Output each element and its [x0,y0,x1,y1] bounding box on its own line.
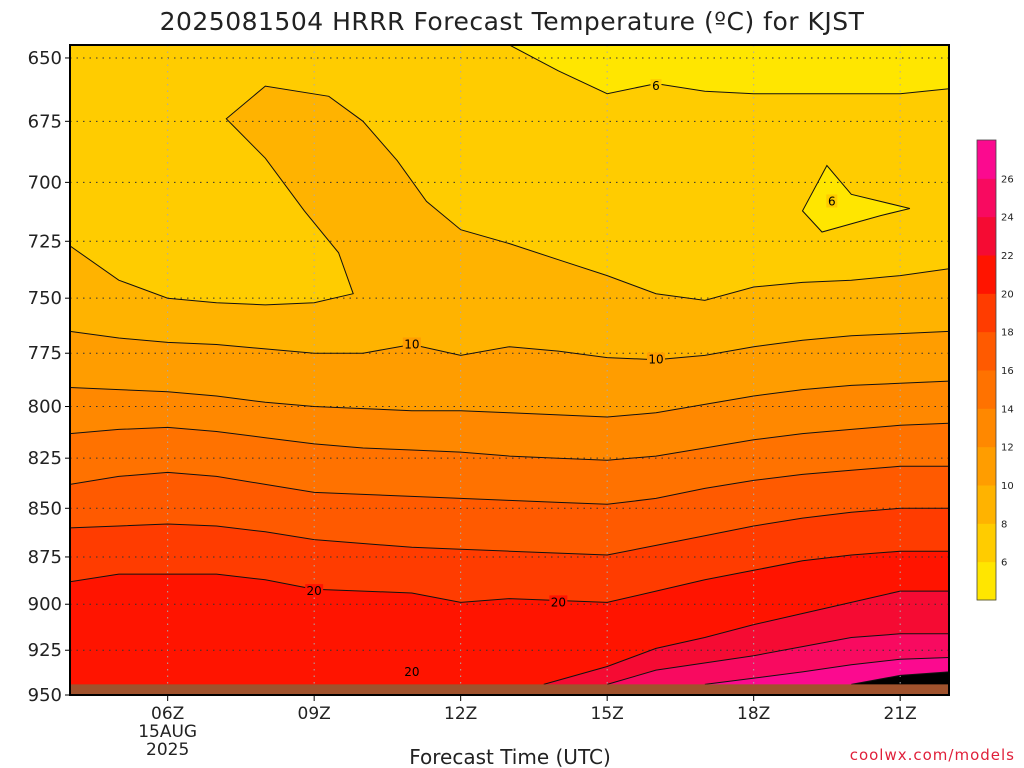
x-tick-label-09Z: 09Z [298,704,331,724]
colorbar-tick-18: 18 [1001,328,1014,339]
isotherm-label-4: 20 [307,584,322,598]
colorbar-bin-4-6 [977,561,996,601]
x-tick-label-18Z: 18Z [737,704,770,724]
isotherm-label-6: 20 [404,665,419,679]
x-tick-label-06Z: 06Z [151,704,184,724]
isotherm-24-2 [607,633,949,685]
isotherm-label-bg-3 [647,352,665,366]
isotherm-label-bg-5 [549,595,568,609]
colorbar-tick-24: 24 [1001,213,1014,224]
colorbar-tick-22: 22 [1001,251,1014,262]
isotherm-layer [70,45,949,685]
isotherm-label-bg-6 [402,664,421,678]
isotherm-label-layer: 6 6 10 10 20 20 20 [305,79,838,679]
y-tick-label-950: 950 [28,685,62,706]
colorbar-bin-10-12 [977,446,996,486]
colorbar: 6 8 10 12 14 16 18 20 22 24 26 [976,139,1014,601]
colorbar-bin-22-24 [977,216,996,256]
isotherm-label-bg-2 [402,337,421,351]
ground-layer [70,684,949,695]
isotherm-10-9 [70,330,949,361]
isotherm-6-11 [509,45,949,95]
x-tick-date-line2: 2025 [146,740,189,760]
isotherm-22-3 [543,590,949,685]
isotherm-label-bg-1 [826,194,838,208]
grid-layer [70,45,949,695]
colorbar-bin-6-8 [977,523,996,563]
colorbar-tick-6: 6 [1001,558,1007,569]
colorbar-tick-8: 8 [1001,519,1007,530]
isotherm-14-7 [70,422,949,461]
isotherm-18-5 [70,507,949,556]
isotherm-label-3: 10 [648,353,663,367]
colorbar-tick-26: 26 [1001,174,1014,185]
y-tick-label-700: 700 [28,172,62,193]
isotherm-label-bg-0 [650,79,662,93]
y-tick-label-825: 825 [28,448,62,469]
chart-title: 2025081504 HRRR Forecast Temperature (ºC… [160,7,865,36]
y-tick-label-750: 750 [28,288,62,309]
y-tick-label-900: 900 [28,594,62,615]
colorbar-bin-18-20 [977,293,996,333]
plot-frame [69,44,950,696]
y-tick-label-875: 875 [28,547,62,568]
isotherm-label-bg-4 [305,584,324,598]
temperature-fill-layer [70,45,949,695]
isotherm-16-6 [70,465,949,505]
colorbar-frame [976,139,997,601]
x-axis-label: Forecast Time (UTC) [409,745,611,768]
colorbar-bin-26-28 [977,140,996,179]
x-tick-label-12Z: 12Z [444,704,477,724]
colorbar-tick-14: 14 [1001,404,1014,415]
colorbar-bin-8-10 [977,485,996,524]
isotherm-28-0 [851,671,949,685]
colorbar-bin-14-16 [977,370,996,409]
y-tick-label-850: 850 [28,498,62,519]
x-tick-label-15Z: 15Z [591,704,624,724]
isotherm-6-12 [801,164,911,233]
colorbar-bin-20-22 [977,255,996,294]
colorbar-bin-12-14 [977,408,996,448]
colorbar-bin-24-26 [977,178,996,218]
x-tick-date-line1: 15AUG [138,722,197,742]
isotherm-8-10 [70,85,949,306]
colorbar-tick-16: 16 [1001,366,1014,377]
credit-text: coolwx.com/models [850,746,1015,764]
isotherm-20-4 [70,550,949,603]
colorbar-tick-12: 12 [1001,443,1014,454]
ground-surface [70,684,949,695]
isotherm-12-8 [70,380,949,418]
y-tick-label-800: 800 [28,397,62,418]
isotherm-label-5: 20 [551,595,566,609]
y-tick-label-775: 775 [28,343,62,364]
isotherm-label-1: 6 [828,194,836,208]
band-fill-below-6-1 [802,165,910,232]
colorbar-tick-20: 20 [1001,289,1014,300]
y-axis: 650 675 700 725 750 775 800 825 850 875 900 925 950 [28,48,70,706]
y-tick-label-725: 725 [28,231,62,252]
y-tick-label-650: 650 [28,48,62,69]
band-fill-below-6-0 [509,45,949,94]
x-tick-label-21Z: 21Z [884,704,917,724]
y-tick-label-925: 925 [28,640,62,661]
colorbar-bin-16-18 [977,331,996,371]
isotherm-label-2: 10 [404,338,419,352]
y-tick-label-675: 675 [28,111,62,132]
colorbar-tick-10: 10 [1001,481,1014,492]
isotherm-label-0: 6 [652,79,660,93]
isotherm-26-1 [704,657,949,685]
